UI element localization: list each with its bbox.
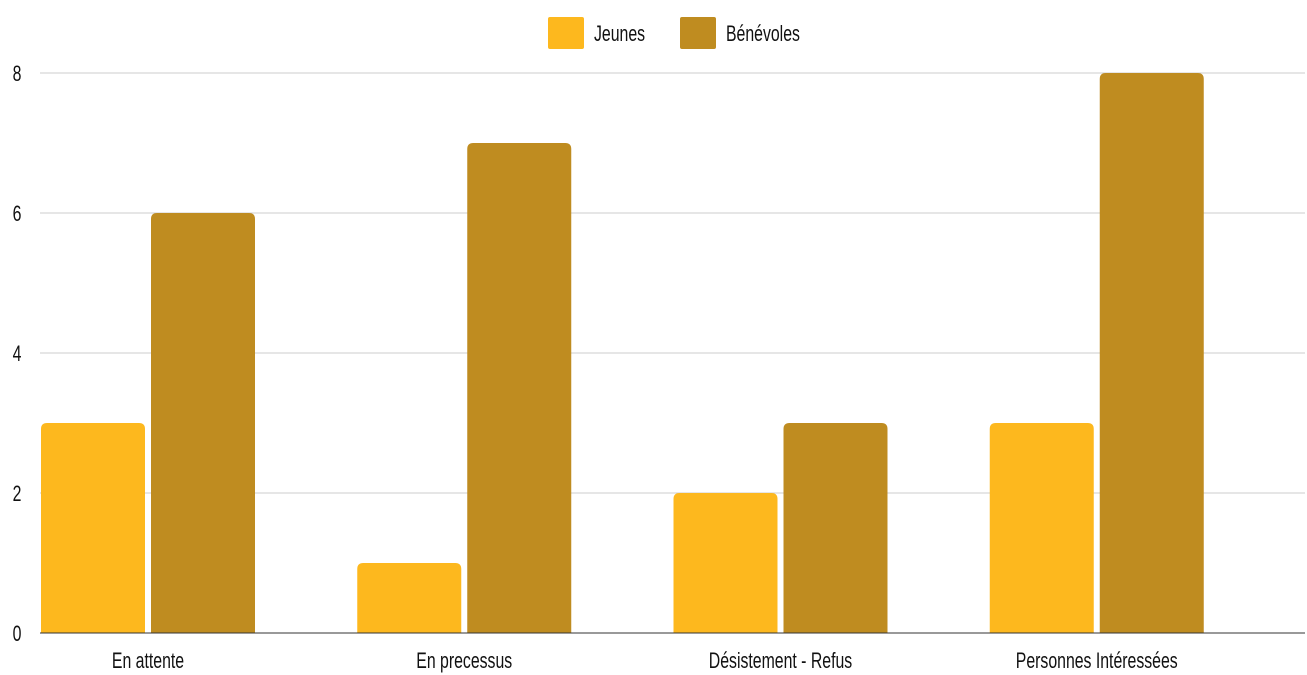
x-category-label: En attente — [112, 650, 184, 674]
x-axis-labels: En attente En precessus Désistement - Refu… — [112, 650, 1178, 674]
y-tick-label: 2 — [13, 483, 22, 507]
y-tick-label: 8 — [13, 63, 22, 87]
bar-b-n-voles-1 — [467, 143, 572, 633]
x-category-label: En precessus — [416, 650, 512, 674]
legend-label: Bénévoles — [726, 23, 800, 47]
x-category-label: Personnes Intéressées — [1016, 650, 1178, 674]
bar-b-n-voles-0 — [151, 213, 255, 633]
bar-jeunes-0 — [41, 423, 145, 633]
y-tick-label: 4 — [13, 343, 22, 367]
legend: Jeunes Bénévoles — [548, 17, 800, 49]
legend-swatch — [548, 17, 584, 49]
bar-b-n-voles-3 — [1099, 73, 1204, 633]
bar-jeunes-3 — [989, 423, 1094, 633]
bars — [41, 73, 1204, 633]
x-category-label: Désistement - Refus — [709, 650, 852, 674]
legend-swatch — [680, 17, 716, 49]
y-tick-label: 0 — [13, 623, 22, 647]
legend-label: Jeunes — [594, 23, 645, 47]
y-axis-ticks: 0 2 4 6 8 — [13, 63, 22, 647]
bar-jeunes-1 — [357, 563, 462, 633]
y-tick-label: 6 — [13, 203, 22, 227]
bar-jeunes-2 — [673, 493, 778, 633]
bar-b-n-voles-2 — [783, 423, 888, 633]
